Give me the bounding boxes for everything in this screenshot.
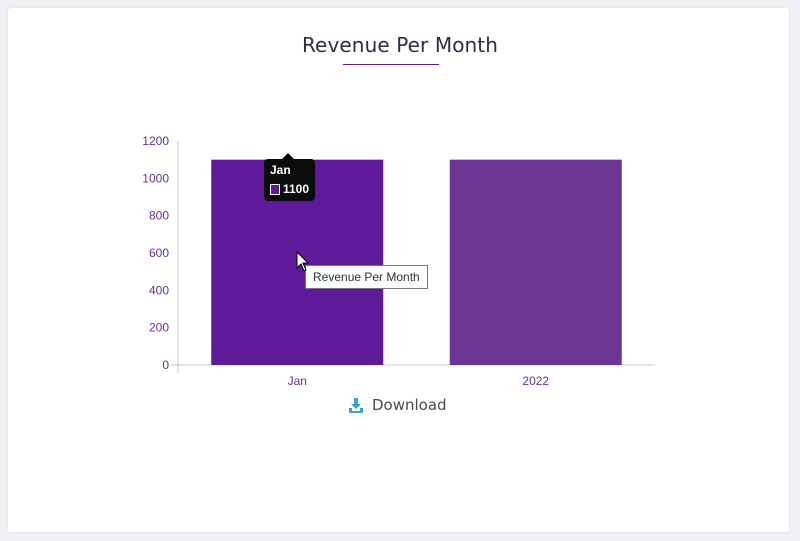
bar-2022 bbox=[449, 159, 622, 365]
chart-title: Revenue Per Month bbox=[301, 33, 499, 57]
x-tick-label: 2022 bbox=[522, 374, 549, 388]
y-tick-label: 400 bbox=[149, 283, 169, 297]
download-label: Download bbox=[372, 396, 447, 414]
download-button[interactable]: Download bbox=[348, 396, 447, 414]
chart-labels: 0 200 400 600 800 1000 1200 Jan 2022 bbox=[142, 134, 549, 388]
tooltip-category: Jan bbox=[270, 163, 291, 177]
y-tick-label: 1000 bbox=[142, 171, 169, 185]
tooltip-value: 1100 bbox=[282, 182, 309, 196]
x-tick-label: Jan bbox=[288, 374, 307, 388]
y-tick-label: 200 bbox=[149, 321, 169, 335]
chart-tooltip: Jan 1100 bbox=[264, 153, 315, 201]
y-tick-label: 1200 bbox=[142, 134, 169, 148]
download-icon bbox=[349, 398, 363, 413]
y-tick-label: 800 bbox=[149, 209, 169, 223]
mouse-cursor-icon bbox=[296, 251, 310, 272]
y-tick-label: 0 bbox=[162, 358, 169, 372]
y-tick-label: 600 bbox=[149, 246, 169, 260]
tooltip-swatch bbox=[270, 183, 280, 195]
hover-title-tooltip: Revenue Per Month bbox=[305, 265, 428, 289]
title-underline bbox=[343, 64, 439, 65]
